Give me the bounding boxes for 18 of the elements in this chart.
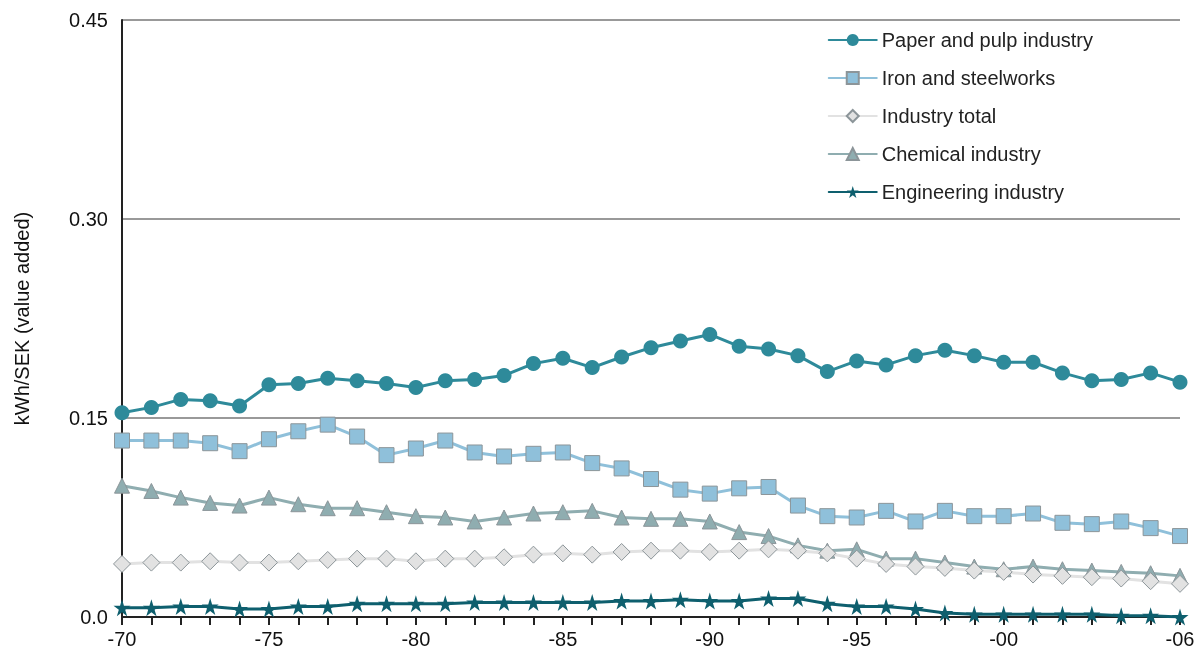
y-tick-label: 0.0 (80, 606, 108, 628)
x-tick-label: -06 (1165, 628, 1195, 650)
x-tick-label: -80 (401, 628, 431, 650)
legend-label: Industry total (881, 105, 997, 127)
legend-label: Iron and steelworks (881, 67, 1056, 89)
y-tick-label: 0.45 (69, 9, 108, 31)
legend-label: Paper and pulp industry (881, 29, 1093, 51)
y-tick-label: 0.30 (69, 208, 108, 230)
x-tick-label: -85 (548, 628, 578, 650)
legend-label: Engineering industry (881, 181, 1065, 203)
x-tick-label: -95 (842, 628, 872, 650)
x-tick-label: -00 (989, 628, 1019, 650)
x-tick-label: -90 (695, 628, 725, 650)
x-tick-label: -75 (254, 628, 284, 650)
x-tick-label: -70 (107, 628, 137, 650)
y-axis-title: kWh/SEK (value added) (11, 211, 33, 426)
y-tick-label: 0.15 (69, 407, 108, 429)
legend-label: Chemical industry (881, 143, 1041, 165)
